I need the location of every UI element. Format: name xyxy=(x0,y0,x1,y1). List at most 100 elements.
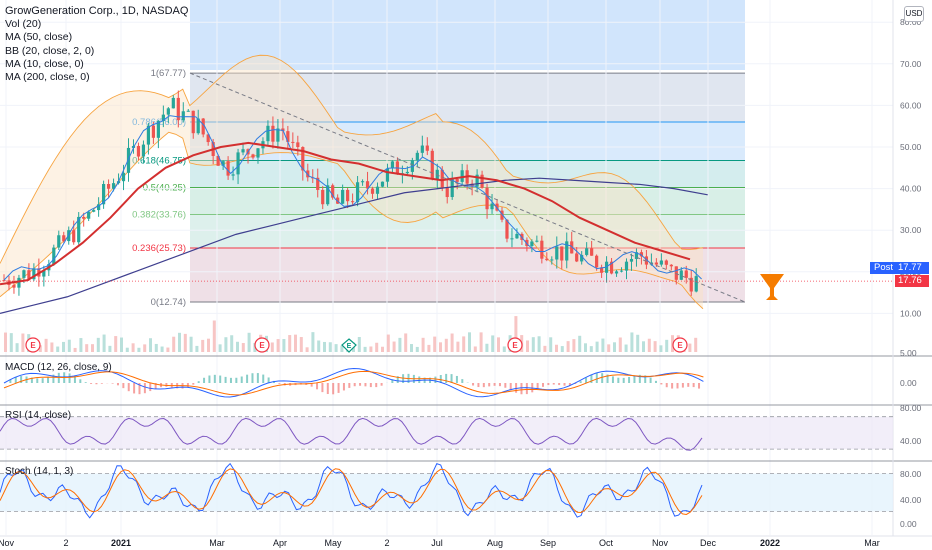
earnings-marker-label: E xyxy=(30,341,36,350)
volume-bar xyxy=(125,347,129,352)
macd-histogram-bar xyxy=(203,377,206,383)
macd-histogram-bar xyxy=(208,375,211,383)
volume-bar xyxy=(172,336,176,352)
earnings-marker-label: E xyxy=(677,341,683,350)
volume-bar xyxy=(462,336,466,352)
macd-histogram-bar xyxy=(498,383,501,387)
y-tick-label: 30.00 xyxy=(900,225,922,235)
candle-body xyxy=(196,118,200,134)
candle-body xyxy=(102,184,106,205)
macd-label[interactable]: MACD (12, 26, close, 9) xyxy=(5,362,112,373)
candle-body xyxy=(490,203,494,210)
candle-body xyxy=(619,270,624,272)
volume-bar xyxy=(479,332,483,352)
dividend-marker-label: E xyxy=(347,343,352,350)
volume-bar xyxy=(607,344,611,352)
candle-body xyxy=(590,248,594,256)
macd-histogram-bar xyxy=(256,373,259,383)
y-tick-label: 40.00 xyxy=(900,184,922,194)
volume-bar xyxy=(44,338,48,352)
candle-body xyxy=(32,268,36,280)
macd-histogram-bar xyxy=(520,383,523,395)
study-label-ma10[interactable]: MA (10, close, 0) xyxy=(5,57,84,70)
volume-bar xyxy=(38,345,42,352)
volume-bar xyxy=(207,338,210,352)
candle-body xyxy=(62,235,66,242)
candle-body xyxy=(689,277,693,292)
candle-body xyxy=(136,145,141,157)
volume-bar xyxy=(485,343,489,352)
stoch-label[interactable]: Stoch (14, 1, 3) xyxy=(5,466,74,477)
candle-body xyxy=(565,241,569,261)
volume-bar xyxy=(73,347,77,352)
candle-body xyxy=(375,186,380,194)
candle-body xyxy=(346,189,350,202)
candle-body xyxy=(201,118,205,135)
volume-bar xyxy=(108,345,112,352)
candle-body xyxy=(82,216,86,219)
volume-bar xyxy=(613,342,616,352)
macd-histogram-bar xyxy=(251,373,254,383)
candle-body xyxy=(12,285,16,288)
volume-bar xyxy=(473,346,477,352)
macd-histogram-bar xyxy=(606,374,609,383)
macd-histogram-bar xyxy=(127,383,130,392)
volume-bar xyxy=(131,343,135,352)
macd-histogram-bar xyxy=(310,383,313,387)
stoch-y-tick: 80.00 xyxy=(900,469,922,479)
macd-histogram-bar xyxy=(68,373,71,383)
macd-histogram-bar xyxy=(337,383,340,393)
macd-histogram-bar xyxy=(461,379,464,383)
candle-body xyxy=(435,169,439,179)
candle-body xyxy=(644,256,649,265)
macd-histogram-bar xyxy=(154,383,157,389)
candle-body xyxy=(231,174,235,176)
chart-legend: GrowGeneration Corp., 1D, NASDAQ Vol (20… xyxy=(5,5,188,84)
study-label-ma50[interactable]: MA (50, close) xyxy=(5,31,73,44)
volume-bar xyxy=(439,342,442,352)
study-label-vol[interactable]: Vol (20) xyxy=(5,18,42,31)
macd-histogram-bar xyxy=(396,376,399,383)
stoch-k-line xyxy=(0,462,703,519)
macd-histogram-bar xyxy=(229,377,232,383)
stoch-y-tick: 0.00 xyxy=(900,519,917,529)
candle-body xyxy=(430,150,434,179)
macd-histogram-bar xyxy=(375,383,378,388)
macd-histogram-bar xyxy=(579,381,582,383)
earnings-marker-icon xyxy=(25,337,41,353)
rsi-y-tick: 40.00 xyxy=(900,436,922,446)
x-tick-label: Dec xyxy=(700,538,717,548)
macd-histogram-bar xyxy=(326,383,329,395)
volume-bar xyxy=(195,345,199,352)
macd-histogram-bar xyxy=(391,379,394,383)
candle-body xyxy=(380,181,385,187)
volume-bar xyxy=(659,345,663,352)
currency-button[interactable]: USD xyxy=(904,6,924,22)
x-tick-label: 2022 xyxy=(760,538,780,548)
volume-bar xyxy=(62,341,65,352)
candle-body xyxy=(530,241,534,247)
macd-histogram-bar xyxy=(692,383,695,388)
candle-body xyxy=(480,174,484,188)
volume-bar xyxy=(212,320,216,352)
macd-histogram-bar xyxy=(133,383,136,394)
macd-histogram-bar xyxy=(595,373,598,383)
candle-body xyxy=(475,174,479,187)
volume-bar xyxy=(427,344,431,352)
study-label-bb[interactable]: BB (20, close, 2, 0) xyxy=(5,44,95,57)
volume-bar xyxy=(189,336,193,352)
candle-body xyxy=(365,181,370,189)
macd-histogram-bar xyxy=(219,375,222,383)
candle-body xyxy=(42,270,46,277)
candle-body xyxy=(390,161,395,169)
candle-body xyxy=(92,210,96,212)
study-label-ma200[interactable]: MA (200, close, 0) xyxy=(5,71,90,84)
symbol-title: GrowGeneration Corp., 1D, NASDAQ xyxy=(5,5,189,17)
volume-bar xyxy=(572,339,576,352)
candle-body xyxy=(560,246,564,261)
volume-bar xyxy=(601,338,605,352)
volume-bar xyxy=(288,335,292,352)
macd-histogram-bar xyxy=(509,383,512,391)
rsi-label[interactable]: RSI (14, close) xyxy=(5,410,72,421)
